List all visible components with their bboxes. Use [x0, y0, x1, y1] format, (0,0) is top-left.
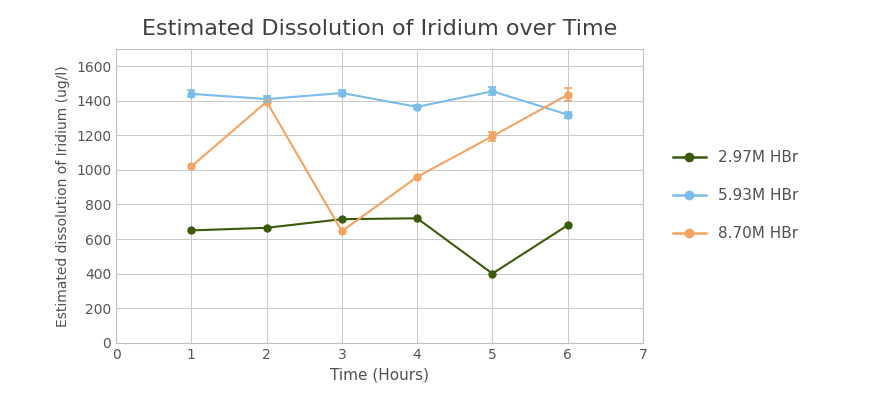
Title: Estimated Dissolution of Iridium over Time: Estimated Dissolution of Iridium over Ti…	[142, 19, 617, 39]
Y-axis label: Estimated dissolution of Iridium (ug/l): Estimated dissolution of Iridium (ug/l)	[56, 65, 71, 327]
X-axis label: Time (Hours): Time (Hours)	[330, 367, 429, 382]
Legend: 2.97M HBr, 5.93M HBr, 8.70M HBr: 2.97M HBr, 5.93M HBr, 8.70M HBr	[666, 144, 805, 247]
